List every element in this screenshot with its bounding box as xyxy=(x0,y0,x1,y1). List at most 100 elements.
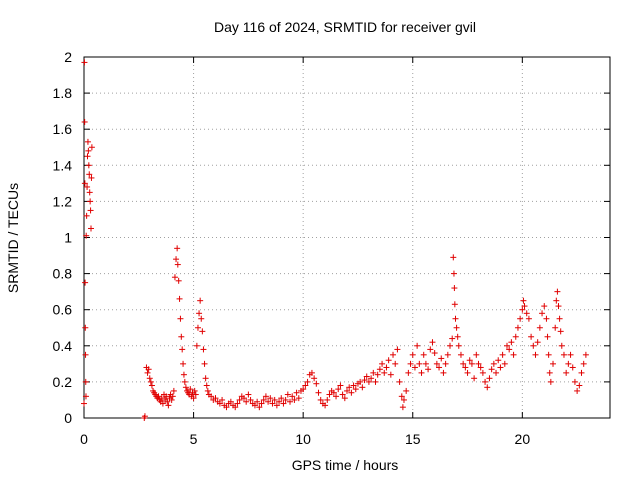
data-point xyxy=(81,118,88,125)
data-point xyxy=(560,351,567,358)
data-point xyxy=(171,274,178,281)
x-tick-label: 0 xyxy=(80,431,88,447)
data-point xyxy=(396,378,403,385)
data-point xyxy=(497,364,504,371)
data-point xyxy=(350,382,357,389)
data-point xyxy=(525,315,532,322)
data-point xyxy=(88,174,95,181)
data-point xyxy=(170,387,177,394)
data-point xyxy=(534,339,541,346)
data-point xyxy=(387,371,394,378)
data-point xyxy=(440,369,447,376)
data-point xyxy=(291,396,298,403)
data-point xyxy=(438,355,445,362)
data-point xyxy=(452,315,459,322)
data-point xyxy=(84,153,91,160)
data-point xyxy=(177,315,184,322)
data-point xyxy=(431,350,438,357)
data-point xyxy=(311,375,318,382)
y-tick-label: 1.2 xyxy=(53,193,73,209)
data-point xyxy=(501,360,508,367)
data-point xyxy=(451,301,458,308)
data-point xyxy=(484,384,491,391)
data-point xyxy=(407,360,414,367)
data-point xyxy=(503,342,510,349)
data-point xyxy=(227,398,234,405)
data-point xyxy=(81,180,88,187)
data-point xyxy=(365,378,372,385)
data-point xyxy=(337,382,344,389)
data-point xyxy=(567,351,574,358)
data-point xyxy=(510,351,517,358)
y-tick-label: 0 xyxy=(64,410,72,426)
data-point xyxy=(164,398,171,405)
data-point xyxy=(88,225,95,232)
data-point xyxy=(454,333,461,340)
data-point xyxy=(368,375,375,382)
data-point xyxy=(243,398,250,405)
data-point xyxy=(447,342,454,349)
data-point xyxy=(403,387,410,394)
data-point xyxy=(216,400,223,407)
data-point xyxy=(163,393,170,400)
data-point xyxy=(385,357,392,364)
data-point xyxy=(553,297,560,304)
data-point xyxy=(204,387,211,394)
data-point xyxy=(450,254,457,261)
data-point xyxy=(335,386,342,393)
data-point xyxy=(381,369,388,376)
data-point xyxy=(379,360,386,367)
y-tick-label: 0.6 xyxy=(53,302,73,318)
x-tick-label: 5 xyxy=(190,431,198,447)
data-point xyxy=(175,277,182,284)
data-point xyxy=(499,351,506,358)
data-point xyxy=(580,360,587,367)
data-point xyxy=(293,389,300,396)
data-point xyxy=(451,285,458,292)
data-point xyxy=(370,369,377,376)
data-point xyxy=(394,346,401,353)
data-point xyxy=(147,378,154,385)
data-point xyxy=(512,333,519,340)
data-point xyxy=(191,387,198,394)
data-point xyxy=(466,357,473,364)
data-point xyxy=(555,303,562,310)
data-point xyxy=(477,364,484,371)
data-point xyxy=(565,360,572,367)
data-point xyxy=(295,395,302,402)
data-point xyxy=(541,303,548,310)
data-point xyxy=(198,315,205,322)
data-point xyxy=(260,396,267,403)
data-point xyxy=(444,351,451,358)
data-point xyxy=(326,391,333,398)
data-point xyxy=(357,378,364,385)
x-axis-label: GPS time / hours xyxy=(292,457,399,473)
data-point xyxy=(178,333,185,340)
data-point xyxy=(486,375,493,382)
y-tick-label: 2 xyxy=(64,49,72,65)
data-point xyxy=(405,369,412,376)
data-point xyxy=(409,351,416,358)
data-point xyxy=(169,393,176,400)
y-tick-label: 1.6 xyxy=(53,121,73,137)
data-point xyxy=(251,402,258,409)
chart-title: Day 116 of 2024, SRMTID for receiver gvi… xyxy=(214,19,476,35)
data-point xyxy=(82,393,89,400)
data-point xyxy=(563,369,570,376)
data-point xyxy=(341,395,348,402)
data-point xyxy=(523,310,530,317)
data-points xyxy=(81,59,589,421)
data-point xyxy=(193,342,200,349)
data-point xyxy=(88,144,95,151)
data-point xyxy=(284,391,291,398)
data-point xyxy=(450,270,457,277)
data-point xyxy=(280,400,287,407)
data-point xyxy=(302,382,309,389)
data-point xyxy=(269,400,276,407)
data-point xyxy=(418,369,425,376)
data-point xyxy=(414,342,421,349)
data-point xyxy=(569,364,576,371)
data-point xyxy=(545,351,552,358)
data-point xyxy=(578,369,585,376)
data-point xyxy=(158,395,165,402)
